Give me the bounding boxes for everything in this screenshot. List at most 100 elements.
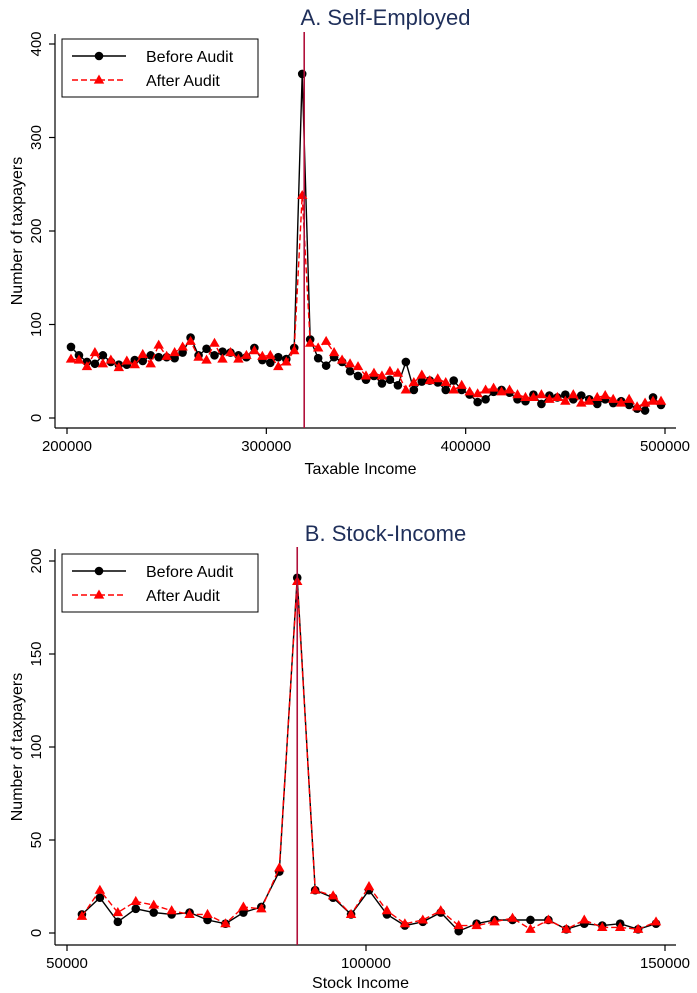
data-point-after-audit: [544, 393, 555, 403]
data-point-after-audit: [112, 907, 124, 917]
data-point-after-audit: [424, 375, 436, 385]
data-point-before-audit: [449, 376, 459, 385]
data-point-after-audit: [217, 353, 228, 363]
legend-marker-after-audit: [93, 74, 105, 84]
data-point-before-audit: [393, 380, 403, 390]
data-point-before-audit: [401, 357, 411, 367]
data-point-before-audit: [138, 356, 148, 366]
data-point-after-audit: [201, 354, 212, 364]
data-point-after-audit: [185, 335, 196, 345]
data-point-after-audit: [368, 367, 380, 377]
data-point-after-audit: [596, 921, 608, 931]
data-point-after-audit: [576, 397, 587, 407]
data-point-after-audit: [169, 347, 180, 357]
data-point-after-audit: [130, 895, 141, 905]
data-point-after-audit: [81, 361, 93, 371]
data-point-after-audit: [274, 862, 285, 872]
data-point-after-audit: [363, 881, 375, 891]
data-point-after-audit: [327, 890, 339, 900]
data-point-after-audit: [440, 376, 451, 387]
data-point-after-audit: [312, 342, 324, 352]
data-point-after-audit: [472, 388, 483, 398]
data-point-after-audit: [632, 923, 644, 933]
data-point-before-audit: [473, 397, 482, 407]
data-point-after-audit: [456, 379, 467, 389]
y-tick-label: 100: [28, 734, 45, 759]
data-point-after-audit: [257, 350, 268, 360]
data-point-after-audit: [166, 905, 177, 915]
data-point-before-audit: [90, 359, 100, 369]
data-point-after-audit: [145, 358, 156, 368]
data-point-after-audit: [560, 395, 571, 405]
data-point-after-audit: [584, 395, 595, 405]
data-point-after-audit: [417, 914, 429, 924]
data-point-before-audit: [131, 904, 141, 914]
data-point-after-audit: [614, 921, 626, 931]
legend-box: [61, 38, 259, 98]
y-tick-label: 200: [28, 548, 45, 573]
x-axis-title: Stock Income: [312, 975, 409, 992]
y-axis-title: Number of taxpayers: [9, 157, 26, 306]
data-point-before-audit: [266, 358, 275, 368]
data-point-after-audit: [304, 337, 316, 347]
data-point-after-audit: [399, 918, 411, 928]
data-point-before-audit: [345, 366, 355, 376]
data-point-before-audit: [385, 375, 395, 384]
data-point-after-audit: [94, 884, 106, 894]
data-point-after-audit: [148, 899, 159, 909]
data-point-after-audit: [384, 365, 396, 375]
data-point-after-audit: [631, 401, 643, 411]
data-point-after-audit: [320, 335, 332, 345]
data-point-before-audit: [313, 353, 323, 363]
data-point-after-audit: [448, 384, 459, 394]
data-point-after-audit: [336, 354, 348, 364]
data-point-after-audit: [249, 345, 260, 355]
data-point-after-audit: [113, 362, 125, 372]
y-axis-title: Number of taxpayers: [9, 673, 26, 822]
y-tick-label: 50: [28, 832, 45, 849]
data-point-after-audit: [220, 918, 231, 928]
data-point-after-audit: [225, 347, 236, 357]
x-tick-label: 150000: [640, 955, 690, 972]
data-point-after-audit: [507, 912, 518, 922]
legend-label-before-audit: Before Audit: [146, 564, 234, 581]
data-point-before-audit: [417, 377, 427, 386]
chart-title: B. Stock-Income: [305, 521, 466, 546]
data-point-after-audit: [471, 920, 482, 930]
data-point-after-audit: [496, 386, 507, 396]
x-tick-label: 300000: [241, 438, 291, 455]
data-point-before-audit: [66, 342, 76, 352]
data-point-after-audit: [105, 354, 117, 364]
chart-title: A. Self-Employed: [301, 5, 471, 30]
data-point-before-audit: [441, 385, 451, 395]
data-point-after-audit: [273, 361, 284, 371]
legend-marker-before-audit: [94, 566, 104, 576]
data-point-after-audit: [392, 367, 404, 377]
y-tick-label: 300: [28, 125, 45, 150]
data-point-after-audit: [435, 905, 446, 915]
data-point-after-audit: [76, 910, 88, 920]
data-point-before-audit: [321, 361, 331, 370]
data-point-after-audit: [615, 397, 627, 407]
data-point-after-audit: [256, 903, 267, 913]
data-point-after-audit: [416, 369, 428, 379]
y-tick-label: 0: [28, 929, 45, 937]
data-point-before-audit: [113, 917, 123, 927]
data-point-after-audit: [432, 373, 443, 383]
y-tick-label: 0: [28, 414, 45, 422]
data-point-after-audit: [184, 908, 195, 918]
data-point-after-audit: [568, 389, 579, 399]
data-point-after-audit: [623, 393, 635, 403]
data-point-after-audit: [121, 355, 133, 365]
data-point-before-audit: [576, 391, 586, 400]
data-point-before-audit: [561, 390, 570, 399]
data-point-after-audit: [400, 384, 412, 394]
data-point-before-audit: [526, 915, 535, 925]
data-point-after-audit: [137, 348, 148, 358]
data-point-before-audit: [98, 351, 108, 360]
data-point-after-audit: [647, 395, 659, 405]
data-point-before-audit: [149, 908, 159, 917]
data-point-before-audit: [592, 399, 602, 409]
data-point-before-audit: [537, 399, 546, 409]
